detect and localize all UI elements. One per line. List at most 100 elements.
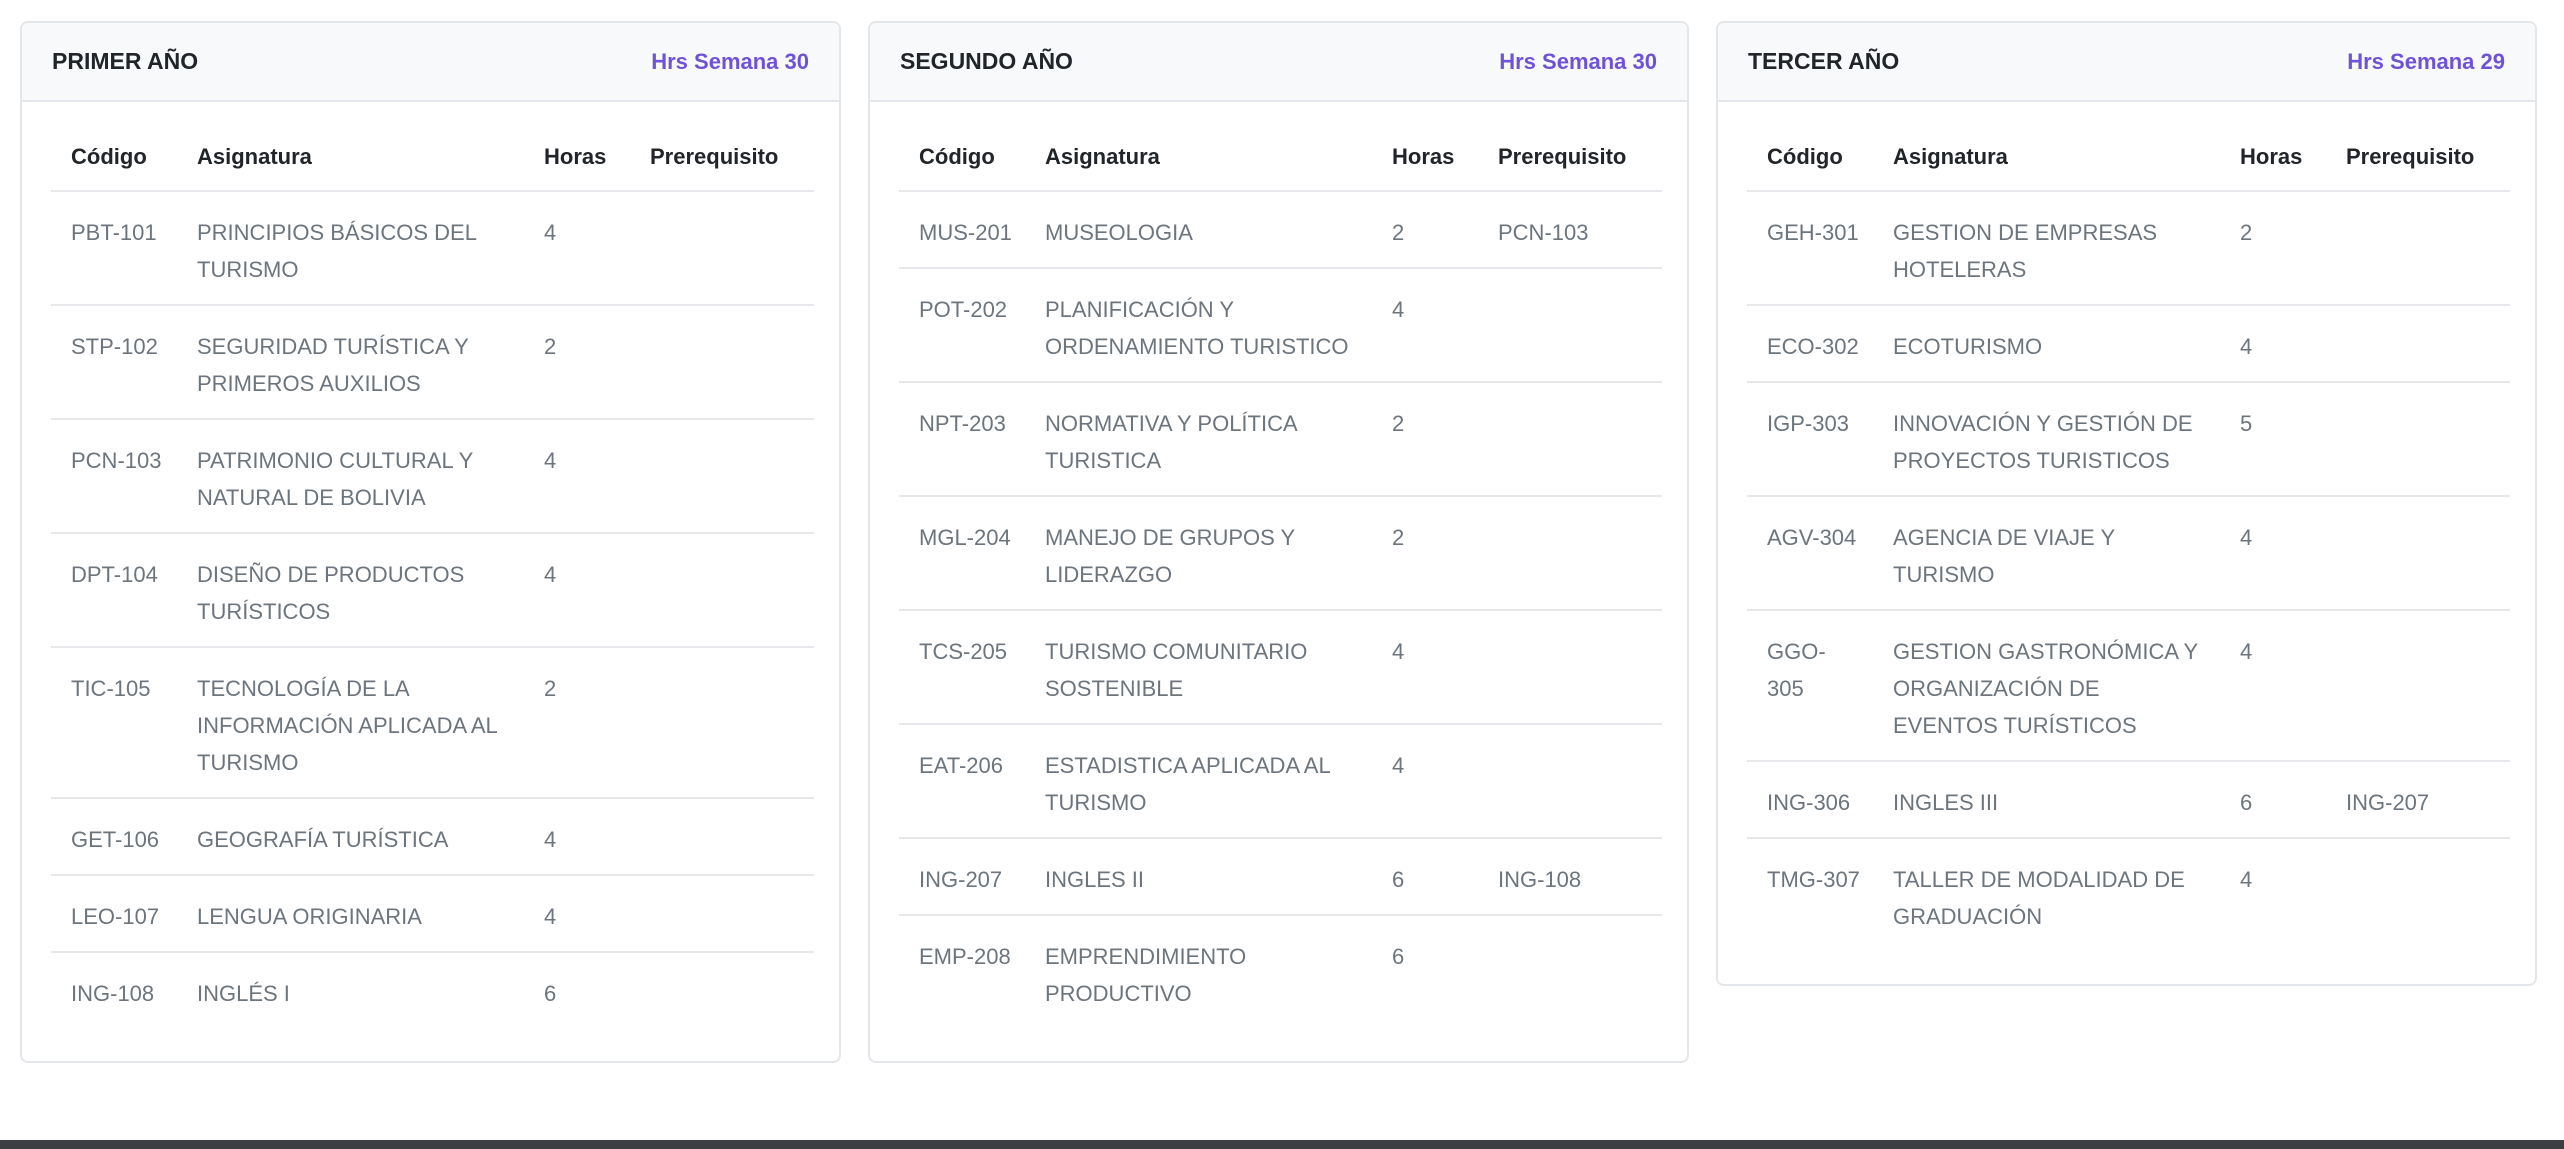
cell-prereq	[1478, 723, 1662, 838]
card-title: PRIMER AÑO	[52, 48, 199, 74]
cell-name: MANEJO DE GRUPOS Y LIDERAZGO	[1025, 495, 1372, 610]
subjects-table: Código Asignatura Horas Prerequisito MUS-201…	[899, 124, 1662, 1028]
card-body: Código Asignatura Horas Prerequisito GEH-301…	[1718, 102, 2535, 984]
cell-prereq	[1478, 267, 1662, 382]
cell-hours: 2	[1372, 381, 1478, 496]
cell-hours: 2	[1372, 190, 1478, 268]
subjects-table: Código Asignatura Horas Prerequisito GEH-301…	[1747, 124, 2510, 951]
subject-row: ING-306 INGLES III 6 ING-207	[1747, 760, 2510, 838]
cell-prereq	[1478, 495, 1662, 610]
cell-name: PLANIFICACIÓN Y ORDENAMIENTO TURISTICO	[1025, 267, 1372, 382]
cell-hours: 4	[1372, 723, 1478, 838]
cell-code: MGL-204	[899, 495, 1025, 610]
cell-prereq	[2326, 837, 2510, 951]
cell-code: NPT-203	[899, 381, 1025, 496]
cell-hours: 5	[2220, 381, 2326, 496]
cell-code: POT-202	[899, 267, 1025, 382]
cell-hours: 2	[1372, 495, 1478, 610]
column-header: Prerequisito	[1498, 144, 1627, 169]
cell-code: IGP-303	[1747, 381, 1873, 496]
cell-prereq	[2326, 495, 2510, 610]
column-header: Código	[1767, 144, 1843, 169]
subject-row: DPT-104 DISEÑO DE PRODUCTOS TURÍSTICOS 4	[51, 532, 814, 647]
cell-hours: 4	[2220, 609, 2326, 761]
cell-hours: 4	[524, 532, 630, 647]
subject-row: TIC-105 TECNOLOGÍA DE LA INFORMACIÓN APLI…	[51, 646, 814, 798]
header-row: Código Asignatura Horas Prerequisito	[899, 124, 1662, 191]
subject-row: PCN-103 PATRIMONIO CULTURAL Y NATURAL DE …	[51, 418, 814, 533]
cell-code: TIC-105	[51, 646, 177, 798]
cell-hours: 4	[524, 797, 630, 875]
cell-prereq	[630, 304, 814, 419]
cell-hours: 2	[524, 304, 630, 419]
cell-code: ECO-302	[1747, 304, 1873, 382]
cell-code: STP-102	[51, 304, 177, 419]
subject-row: LEO-107 LENGUA ORIGINARIA 4	[51, 874, 814, 952]
cell-hours: 4	[524, 190, 630, 305]
cell-prereq	[630, 951, 814, 1028]
subject-row: TMG-307 TALLER DE MODALIDAD DE GRADUACIÓN…	[1747, 837, 2510, 951]
cell-prereq: ING-207	[2326, 760, 2510, 838]
cell-name: GEOGRAFÍA TURÍSTICA	[177, 797, 524, 875]
year-card: SEGUNDO AÑO Hrs Semana 30 Código Asignatura…	[868, 21, 1689, 1063]
weekly-hours: Hrs Semana 29	[2347, 48, 2505, 74]
subject-row: EMP-208 EMPRENDIMIENTO PRODUCTIVO 6	[899, 914, 1662, 1028]
cell-prereq	[2326, 609, 2510, 761]
card-body: Código Asignatura Horas Prerequisito MUS-201…	[870, 102, 1687, 1061]
card-header: TERCER AÑO Hrs Semana 29	[1718, 23, 2535, 102]
column-header: Asignatura	[1893, 144, 2008, 169]
cell-code: PCN-103	[51, 418, 177, 533]
cell-code: LEO-107	[51, 874, 177, 952]
cell-prereq: PCN-103	[1478, 190, 1662, 268]
cell-name: ESTADISTICA APLICADA AL TURISMO	[1025, 723, 1372, 838]
card-header: SEGUNDO AÑO Hrs Semana 30	[870, 23, 1687, 102]
cell-name: NORMATIVA Y POLÍTICA TURISTICA	[1025, 381, 1372, 496]
cell-name: AGENCIA DE VIAJE Y TURISMO	[1873, 495, 2220, 610]
cell-prereq	[630, 797, 814, 875]
cell-code: ING-306	[1747, 760, 1873, 838]
subject-row: EAT-206 ESTADISTICA APLICADA AL TURISMO 4	[899, 723, 1662, 838]
cell-prereq	[630, 646, 814, 798]
table-head: Código Asignatura Horas Prerequisito	[899, 124, 1662, 191]
bottom-bar	[0, 1140, 2564, 1149]
cell-hours: 6	[1372, 914, 1478, 1028]
cell-code: TCS-205	[899, 609, 1025, 724]
subject-row: GET-106 GEOGRAFÍA TURÍSTICA 4	[51, 797, 814, 875]
subject-row: MUS-201 MUSEOLOGIA 2 PCN-103	[899, 190, 1662, 268]
cell-prereq: ING-108	[1478, 837, 1662, 915]
subject-row: ECO-302 ECOTURISMO 4	[1747, 304, 2510, 382]
cell-hours: 4	[1372, 267, 1478, 382]
cell-code: EAT-206	[899, 723, 1025, 838]
cell-name: MUSEOLOGIA	[1025, 190, 1372, 268]
cell-hours: 2	[2220, 190, 2326, 305]
cell-prereq	[2326, 190, 2510, 305]
card-body: Código Asignatura Horas Prerequisito PBT-101…	[22, 102, 839, 1061]
column-header: Asignatura	[1045, 144, 1160, 169]
card-header: PRIMER AÑO Hrs Semana 30	[22, 23, 839, 102]
cell-prereq	[630, 418, 814, 533]
weekly-hours: Hrs Semana 30	[651, 48, 809, 74]
cell-name: GESTION DE EMPRESAS HOTELERAS	[1873, 190, 2220, 305]
column-header: Prerequisito	[650, 144, 779, 169]
cell-name: TURISMO COMUNITARIO SOSTENIBLE	[1025, 609, 1372, 724]
cell-code: EMP-208	[899, 914, 1025, 1028]
subject-row: PBT-101 PRINCIPIOS BÁSICOS DEL TURISMO 4	[51, 190, 814, 305]
column-header: Horas	[2240, 144, 2303, 169]
card-title: TERCER AÑO	[1748, 48, 1900, 74]
cell-hours: 6	[524, 951, 630, 1028]
cell-prereq	[630, 190, 814, 305]
cell-hours: 6	[1372, 837, 1478, 915]
subject-row: POT-202 PLANIFICACIÓN Y ORDENAMIENTO TURI…	[899, 267, 1662, 382]
cell-name: INGLES III	[1873, 760, 2220, 838]
cell-code: GGO-305	[1747, 609, 1873, 761]
cell-name: INNOVACIÓN Y GESTIÓN DE PROYECTOS TURIST…	[1873, 381, 2220, 496]
column-header: Asignatura	[197, 144, 312, 169]
subject-row: AGV-304 AGENCIA DE VIAJE Y TURISMO 4	[1747, 495, 2510, 610]
subject-row: GEH-301 GESTION DE EMPRESAS HOTELERAS 2	[1747, 190, 2510, 305]
cell-prereq	[630, 532, 814, 647]
cell-code: DPT-104	[51, 532, 177, 647]
cell-code: ING-108	[51, 951, 177, 1028]
weekly-hours: Hrs Semana 30	[1499, 48, 1657, 74]
